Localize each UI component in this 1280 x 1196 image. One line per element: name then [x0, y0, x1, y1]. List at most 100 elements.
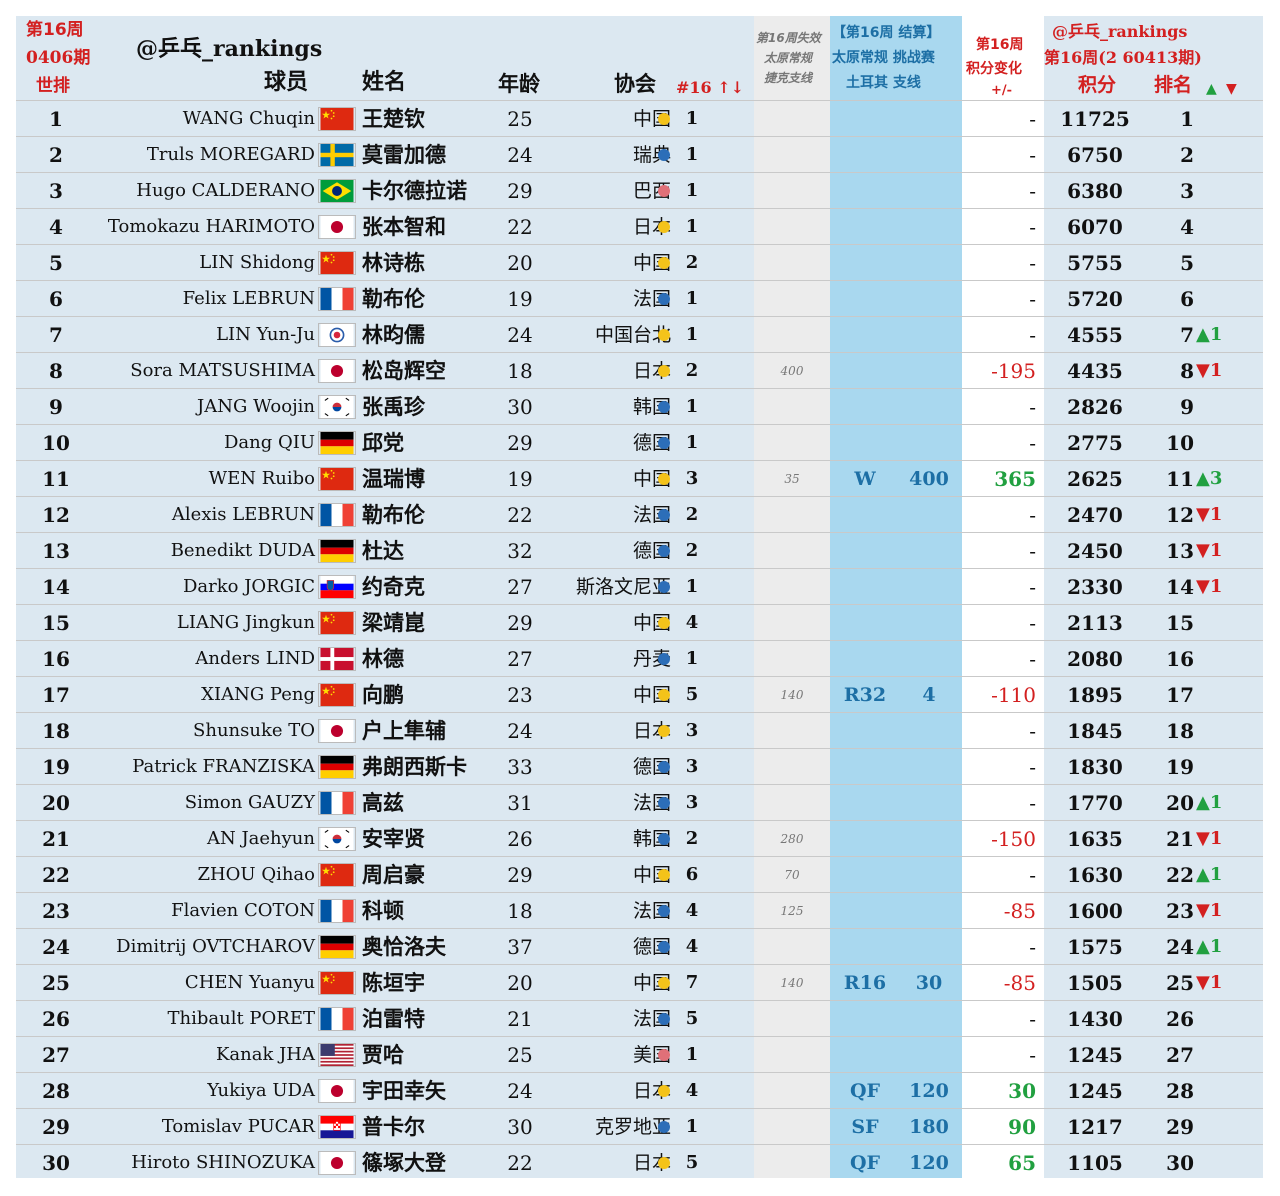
gained-points [896, 101, 962, 137]
lost-points [754, 497, 830, 533]
gained-points [896, 353, 962, 389]
gained-points [896, 389, 962, 425]
lost-points: 400 [780, 364, 804, 378]
rank-movement: ▼1 [1196, 540, 1223, 561]
rank-movement [1196, 677, 1256, 713]
chinese-name: 科顿 [362, 899, 404, 923]
points-change: - [1029, 647, 1036, 671]
player-name: Tomislav PUCAR [161, 1116, 315, 1137]
national-rank: 1 [685, 324, 699, 345]
rank-movement [1196, 101, 1256, 137]
player-age: 24 [507, 143, 533, 167]
total-points: 1105 [1067, 1151, 1123, 1175]
association-dot-icon [658, 1157, 670, 1169]
new-rank: 18 [1166, 719, 1194, 743]
national-rank: 3 [685, 756, 699, 777]
points-change: - [1029, 323, 1036, 347]
player-name: Tomokazu HARIMOTO [107, 216, 315, 237]
national-rank: 1 [685, 144, 699, 165]
player-name: Kanak JHA [215, 1044, 315, 1065]
gained-points [896, 785, 962, 821]
event-result [830, 353, 900, 389]
total-points: 6750 [1067, 143, 1123, 167]
national-rank: 5 [685, 1008, 699, 1029]
player-name: Felix LEBRUN [182, 288, 315, 309]
rank-movement [1196, 1073, 1256, 1109]
player-name: Truls MOREGARD [146, 144, 315, 165]
player-name: CHEN Yuanyu [184, 972, 315, 993]
chinese-name: 王楚钦 [362, 107, 425, 131]
world-rank: 9 [49, 395, 63, 419]
total-points: 1217 [1067, 1115, 1123, 1139]
table-row: 10 Dang QIU 邱党 29 德国 1 - 2775 10 [16, 424, 1263, 461]
national-rank: 2 [685, 504, 699, 525]
gained-points: 180 [909, 1116, 949, 1138]
event-result [830, 173, 900, 209]
chinese-name: 陈垣宇 [362, 971, 425, 995]
rank-movement [1196, 1001, 1256, 1037]
rank-movement: ▼1 [1196, 972, 1223, 993]
rank-movement [1196, 605, 1256, 641]
table-row: 6 Felix LEBRUN 勒布伦 19 法国 1 - 5720 6 [16, 280, 1263, 317]
header-change-3: +/- [991, 83, 1013, 98]
event-result: SF [851, 1116, 879, 1138]
table-row: 26 Thibault PORET 泊雷特 21 法国 5 - 1430 26 [16, 1000, 1263, 1037]
total-points: 5720 [1067, 287, 1123, 311]
lost-points [754, 281, 830, 317]
table-row: 14 Darko JORGIC 约奇克 27 斯洛文尼亚 1-2330 14 ▼1 [16, 568, 1263, 605]
table-row: 17 XIANG Peng 向鹏 23 中国 5 140 R32 4 -110 1895 17 [16, 676, 1263, 713]
gained-points [896, 569, 962, 605]
event-result [830, 1037, 900, 1073]
table-row: 4 Tomokazu HARIMOTO 张本智和 22 日本 1 - 6070 4 [16, 208, 1263, 245]
world-rank: 19 [42, 755, 70, 779]
table-row: 18 Shunsuke TO 户上隼辅 24 日本 3 - 1845 18 [16, 712, 1263, 749]
national-rank: 4 [685, 612, 699, 633]
lost-points: 280 [780, 832, 804, 846]
association: 中国台北 [594, 324, 671, 346]
world-rank: 15 [42, 611, 70, 635]
chinese-name: 奥恰洛夫 [362, 935, 446, 959]
flag-icon [318, 287, 356, 311]
association: 丹麦 [632, 648, 671, 670]
player-name: Yukiya UDA [207, 1080, 315, 1101]
header-association: 协会 [614, 72, 656, 96]
association: 中国 [632, 612, 671, 634]
table-row: 3 Hugo CALDERANO 卡尔德拉诺 29 巴西 1 - 6380 3 [16, 172, 1263, 209]
player-name: LIN Yun-Ju [216, 324, 315, 345]
event-result [830, 317, 900, 353]
total-points: 1845 [1067, 719, 1123, 743]
association-dot-icon [658, 689, 670, 701]
chinese-name: 莫雷加德 [362, 143, 446, 167]
header-world-rank: 世排 [36, 76, 70, 96]
event-result [830, 749, 900, 785]
points-change: -85 [1003, 971, 1036, 995]
chinese-name: 林昀儒 [362, 323, 425, 347]
association: 德国 [632, 432, 671, 454]
association-dot-icon [658, 1121, 670, 1133]
player-age: 27 [507, 575, 533, 599]
chinese-name: 张本智和 [362, 215, 446, 239]
points-change: - [1029, 1007, 1036, 1031]
table-row: 1 WANG Chuqin 王楚钦 25 中国 1 -11725 1 [16, 100, 1263, 137]
flag-icon [318, 395, 356, 419]
flag-icon [318, 863, 356, 887]
event-result: W [854, 468, 876, 490]
lost-points [754, 137, 830, 173]
flag-icon [318, 251, 356, 275]
header-settle-1: 【第16周 结算】 [832, 25, 941, 41]
total-points: 1245 [1067, 1043, 1123, 1067]
new-rank: 5 [1180, 251, 1194, 275]
total-points: 6380 [1067, 179, 1123, 203]
association-dot-icon [658, 941, 670, 953]
table-row: 21 AN Jaehyun 安宰贤 26 韩国 2 280 -150 1635 21 ▼1 [16, 820, 1263, 857]
table-header: 第16周 0406期 世排 @乒乓_rankings 球员 姓名 年龄 协会 #… [16, 16, 1263, 100]
event-result [830, 641, 900, 677]
lost-points [754, 1145, 830, 1181]
total-points: 2625 [1067, 467, 1123, 491]
event-result [830, 857, 900, 893]
header-lost-3: 捷克支线 [764, 71, 813, 85]
header-up-arrow: ▲ [1206, 81, 1217, 97]
national-rank: 2 [685, 540, 699, 561]
header-lost-1: 第16周失效 [756, 31, 821, 45]
world-rank: 22 [42, 863, 70, 887]
